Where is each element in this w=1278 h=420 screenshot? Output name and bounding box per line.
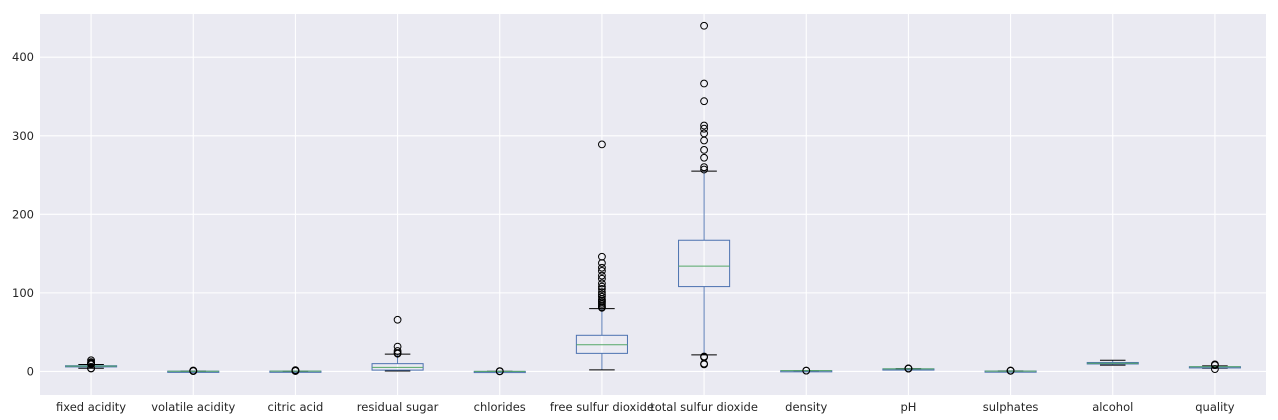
outlier-point xyxy=(393,347,402,355)
box-volatile-acidity xyxy=(167,366,220,375)
outlier-point xyxy=(700,124,708,133)
y-tick-label: 200 xyxy=(12,207,34,221)
outlier-point xyxy=(87,356,95,365)
y-tick-label: 0 xyxy=(27,364,34,378)
x-tick-label: chlorides xyxy=(474,400,526,414)
outlier-point xyxy=(700,121,708,130)
x-tick-label: fixed acidity xyxy=(56,400,126,414)
box-fixed-acidity xyxy=(65,356,118,373)
x-tick-label: free sulfur dioxide xyxy=(550,400,654,414)
box-pH xyxy=(882,364,935,373)
x-tick-label: quality xyxy=(1195,400,1235,414)
outlier-point xyxy=(393,342,402,351)
box-residual-sugar xyxy=(371,315,424,372)
box-chlorides xyxy=(473,367,526,376)
outlier-point xyxy=(598,282,606,291)
outlier-point xyxy=(189,366,198,375)
x-tick-label: residual sugar xyxy=(357,400,439,414)
outlier-point xyxy=(700,79,708,88)
y-tick-label: 400 xyxy=(12,50,34,64)
outlier-point xyxy=(700,129,708,138)
outlier-point xyxy=(598,140,606,149)
outlier-point xyxy=(598,252,606,261)
outlier-point xyxy=(598,288,606,296)
y-axis: 0 100 200 300 400 xyxy=(12,50,34,378)
outlier-point xyxy=(598,263,606,272)
x-axis: fixed acidity volatile acidity citric acid… xyxy=(56,400,1235,414)
x-tick-label: citric acid xyxy=(268,400,324,414)
box-free-sulfur-dioxide xyxy=(575,140,628,371)
outlier-point xyxy=(393,315,402,324)
outlier-point xyxy=(291,366,300,375)
plot-background xyxy=(40,14,1266,395)
outlier-point xyxy=(802,366,811,375)
outlier-point xyxy=(700,352,708,361)
outlier-point xyxy=(598,266,606,275)
outlier-point xyxy=(598,285,606,293)
y-tick-label: 100 xyxy=(12,286,34,300)
box-alcohol xyxy=(1086,359,1139,366)
outlier-point xyxy=(598,292,606,301)
outlier-point xyxy=(598,271,606,280)
outlier-point xyxy=(1006,366,1015,375)
outlier-point xyxy=(598,274,606,283)
grid-lines xyxy=(40,14,1266,395)
x-tick-label: density xyxy=(785,400,827,414)
outlier-point xyxy=(598,259,606,267)
x-tick-label: alcohol xyxy=(1092,400,1133,414)
box-quality xyxy=(1188,360,1241,373)
outlier-point xyxy=(700,21,708,30)
boxes xyxy=(65,21,1241,376)
box-citric-acid xyxy=(269,366,322,375)
outlier-point xyxy=(700,163,708,172)
outlier-point xyxy=(598,290,606,299)
outlier-point xyxy=(700,97,708,106)
box-density xyxy=(780,366,833,375)
box-sulphates xyxy=(984,366,1037,375)
x-tick-label: total sulfur dioxide xyxy=(650,400,758,414)
outlier-point xyxy=(87,364,95,373)
x-tick-label: volatile acidity xyxy=(151,400,235,414)
outlier-point xyxy=(598,279,606,288)
outlier-point xyxy=(495,367,504,376)
x-tick-label: sulphates xyxy=(983,400,1039,414)
outlier-point xyxy=(700,146,708,154)
outlier-point xyxy=(904,364,913,373)
outlier-point xyxy=(700,153,708,162)
x-tick-label: pH xyxy=(900,400,916,414)
outlier-point xyxy=(700,165,708,174)
y-tick-label: 300 xyxy=(12,129,34,143)
box-total-sulfur-dioxide xyxy=(678,21,731,369)
box-iqr xyxy=(678,239,731,288)
outlier-point xyxy=(1211,360,1219,369)
outlier-point xyxy=(1211,365,1219,373)
